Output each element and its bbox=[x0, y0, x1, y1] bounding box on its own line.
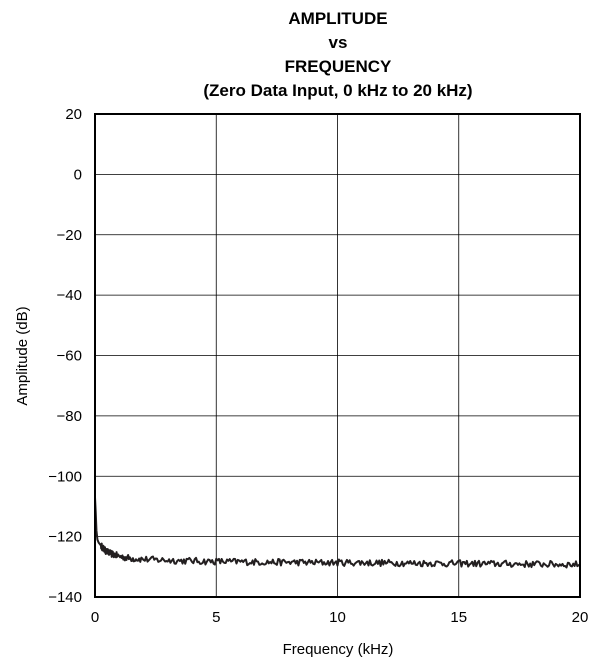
title-line-4: (Zero Data Input, 0 kHz to 20 kHz) bbox=[203, 81, 472, 100]
y-tick-label: −40 bbox=[57, 287, 82, 304]
series bbox=[94, 497, 581, 569]
y-tick-label: −20 bbox=[57, 227, 82, 244]
plot-frame bbox=[94, 113, 581, 598]
title-line-3: FREQUENCY bbox=[285, 57, 392, 76]
y-tick-label: −140 bbox=[48, 589, 82, 606]
x-tick-label: 20 bbox=[572, 609, 589, 626]
y-tick-label: −120 bbox=[48, 529, 82, 546]
y-tick-label: −60 bbox=[57, 348, 82, 365]
y-tick-label: −100 bbox=[48, 468, 82, 485]
x-tick-label: 10 bbox=[329, 609, 346, 626]
series-line bbox=[94, 497, 581, 569]
y-axis-label: Amplitude (dB) bbox=[14, 306, 31, 405]
y-tick-label: −80 bbox=[57, 408, 82, 425]
x-axis-label: Frequency (kHz) bbox=[283, 641, 394, 658]
x-tick-label: 0 bbox=[91, 609, 99, 626]
title-line-1: AMPLITUDE bbox=[288, 9, 387, 28]
y-tick-labels: 20 0 −20 −40 −60 −80 −100 −120 −140 bbox=[48, 106, 82, 606]
x-tick-label: 5 bbox=[212, 609, 220, 626]
x-tick-label: 15 bbox=[450, 609, 467, 626]
y-tick-label: 20 bbox=[65, 106, 82, 123]
title-line-2: vs bbox=[329, 33, 348, 52]
chart-title: AMPLITUDE vs FREQUENCY (Zero Data Input,… bbox=[203, 9, 472, 100]
y-tick-label: 0 bbox=[74, 166, 82, 183]
grid bbox=[94, 113, 581, 598]
x-tick-labels: 0 5 10 15 20 bbox=[91, 609, 589, 626]
